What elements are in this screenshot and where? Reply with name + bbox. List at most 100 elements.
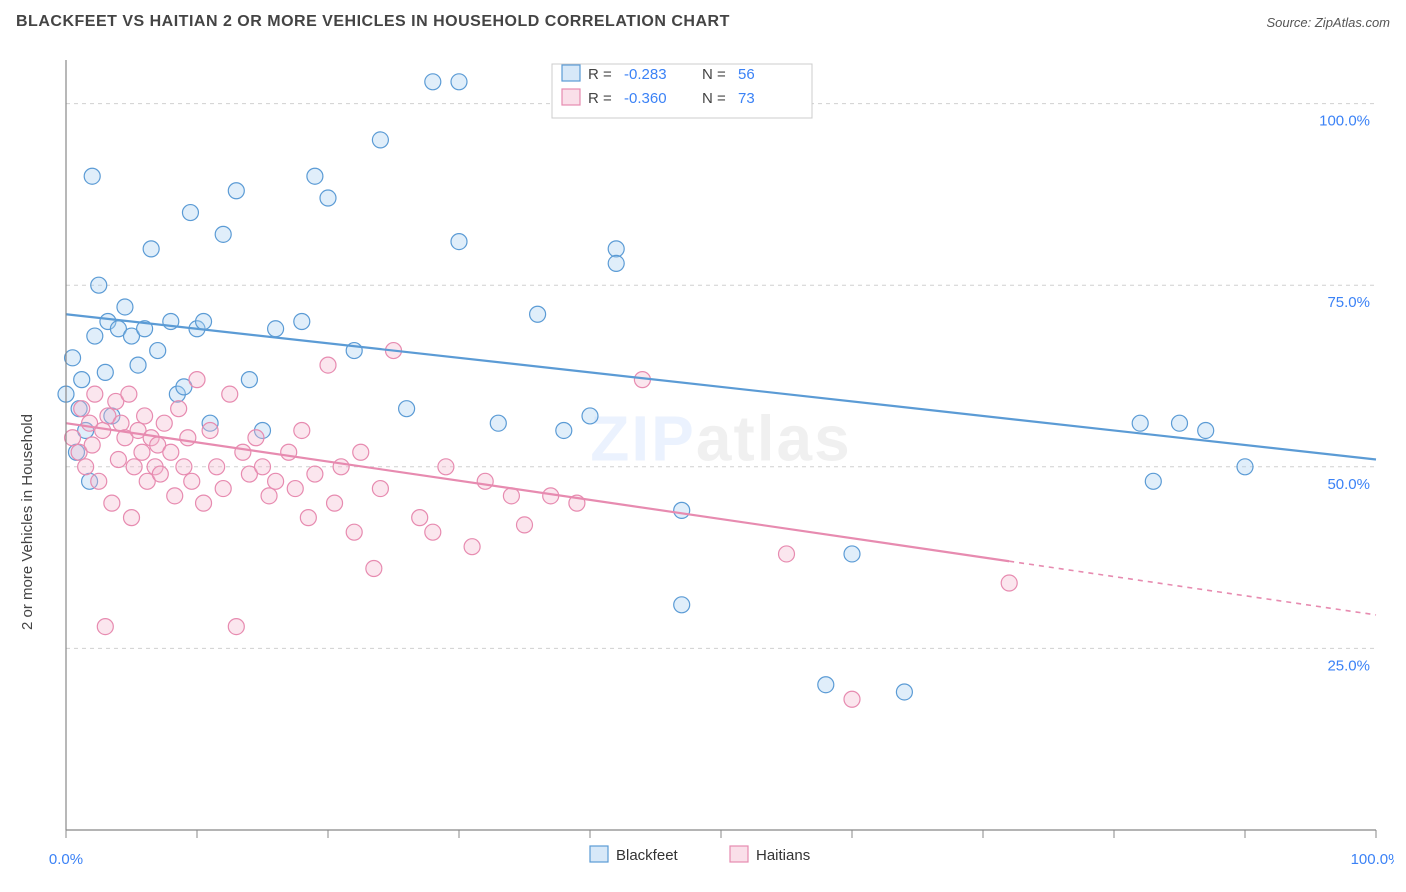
data-point xyxy=(425,524,441,540)
data-point xyxy=(451,74,467,90)
data-point xyxy=(65,430,81,446)
data-point xyxy=(464,539,480,555)
data-point xyxy=(134,444,150,460)
y-tick-label: 25.0% xyxy=(1327,657,1370,674)
data-point xyxy=(222,386,238,402)
data-point xyxy=(438,459,454,475)
data-point xyxy=(1198,422,1214,438)
legend-swatch xyxy=(590,846,608,862)
data-point xyxy=(163,444,179,460)
data-point xyxy=(215,226,231,242)
legend-n-value: 73 xyxy=(738,90,755,107)
data-point xyxy=(896,684,912,700)
data-point xyxy=(228,619,244,635)
data-point xyxy=(189,372,205,388)
data-point xyxy=(307,168,323,184)
legend-n-label: N = xyxy=(702,66,726,83)
trend-line xyxy=(66,423,1009,561)
data-point xyxy=(556,422,572,438)
data-point xyxy=(674,597,690,613)
data-point xyxy=(124,510,140,526)
chart-area: 25.0%50.0%75.0%100.0%ZIPatlas0.0%100.0%2… xyxy=(12,50,1394,880)
legend-r-label: R = xyxy=(588,90,612,107)
chart-source: Source: ZipAtlas.com xyxy=(1266,15,1390,30)
data-point xyxy=(215,481,231,497)
data-point xyxy=(84,168,100,184)
svg-text:ZIPatlas: ZIPatlas xyxy=(590,402,851,474)
data-point xyxy=(333,459,349,475)
chart-header: BLACKFEET VS HAITIAN 2 OR MORE VEHICLES … xyxy=(0,0,1406,44)
legend-swatch xyxy=(562,65,580,81)
data-point xyxy=(87,386,103,402)
legend-swatch xyxy=(730,846,748,862)
data-point xyxy=(366,560,382,576)
data-point xyxy=(87,328,103,344)
data-point xyxy=(399,401,415,417)
y-tick-label: 50.0% xyxy=(1327,476,1370,493)
data-point xyxy=(530,306,546,322)
data-point xyxy=(412,510,428,526)
data-point xyxy=(425,74,441,90)
data-point xyxy=(517,517,533,533)
data-point xyxy=(152,466,168,482)
data-point xyxy=(287,481,303,497)
data-point xyxy=(235,444,251,460)
legend-r-value: -0.283 xyxy=(624,66,667,83)
watermark: ZIPatlas xyxy=(590,402,851,474)
data-point xyxy=(779,546,795,562)
data-point xyxy=(372,481,388,497)
data-point xyxy=(320,357,336,373)
data-point xyxy=(196,314,212,330)
data-point xyxy=(167,488,183,504)
data-point xyxy=(1132,415,1148,431)
data-point xyxy=(261,488,277,504)
data-point xyxy=(608,255,624,271)
data-point xyxy=(307,466,323,482)
data-point xyxy=(91,473,107,489)
data-point xyxy=(477,473,493,489)
data-point xyxy=(137,408,153,424)
data-point xyxy=(180,430,196,446)
data-point xyxy=(294,422,310,438)
data-point xyxy=(110,452,126,468)
data-point xyxy=(451,234,467,250)
data-point xyxy=(104,495,120,511)
data-point xyxy=(171,401,187,417)
y-axis-title: 2 or more Vehicles in Household xyxy=(19,414,36,630)
data-point xyxy=(300,510,316,526)
data-point xyxy=(74,372,90,388)
data-point xyxy=(78,459,94,475)
data-point xyxy=(490,415,506,431)
data-point xyxy=(91,277,107,293)
data-point xyxy=(184,473,200,489)
data-point xyxy=(228,183,244,199)
x-tick-label: 0.0% xyxy=(49,851,83,868)
data-point xyxy=(84,437,100,453)
data-point xyxy=(74,401,90,417)
series-haitians xyxy=(65,343,1018,708)
data-point xyxy=(327,495,343,511)
data-point xyxy=(268,473,284,489)
data-point xyxy=(97,364,113,380)
chart-title: BLACKFEET VS HAITIAN 2 OR MORE VEHICLES … xyxy=(16,13,730,31)
data-point xyxy=(268,321,284,337)
y-tick-label: 75.0% xyxy=(1327,294,1370,311)
data-point xyxy=(202,422,218,438)
data-point xyxy=(844,546,860,562)
legend-swatch xyxy=(562,89,580,105)
data-point xyxy=(130,357,146,373)
data-point xyxy=(372,132,388,148)
data-point xyxy=(248,430,264,446)
y-tick-label: 100.0% xyxy=(1319,113,1370,130)
data-point xyxy=(281,444,297,460)
series-blackfeet xyxy=(58,74,1253,700)
data-point xyxy=(113,415,129,431)
legend-series-label: Haitians xyxy=(756,847,810,864)
data-point xyxy=(65,350,81,366)
data-point xyxy=(156,415,172,431)
data-point xyxy=(182,205,198,221)
data-point xyxy=(126,459,142,475)
data-point xyxy=(320,190,336,206)
data-point xyxy=(143,241,159,257)
legend-n-label: N = xyxy=(702,90,726,107)
